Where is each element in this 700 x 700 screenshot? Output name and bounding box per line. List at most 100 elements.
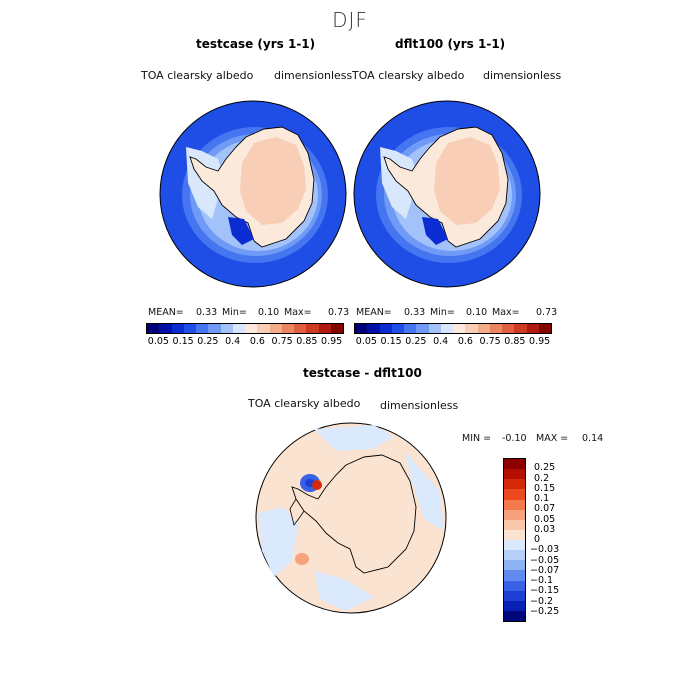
diff-colorbar-swatch bbox=[504, 519, 525, 530]
panel-1-map bbox=[159, 100, 347, 288]
colorbar-tick-label: 0.15 bbox=[380, 336, 402, 347]
colorbar-tick-label: 0.75 bbox=[271, 336, 293, 347]
diff-colorbar-tick-label: −0.03 bbox=[530, 544, 560, 556]
diff-colorbar-swatch bbox=[504, 590, 525, 601]
colorbar-swatch bbox=[404, 324, 417, 333]
diff-colorbar-tick-label: −0.1 bbox=[530, 575, 554, 586]
colorbar-swatch bbox=[526, 324, 539, 333]
colorbar-tick-label: 0.4 bbox=[433, 336, 449, 347]
colorbar-swatch bbox=[245, 324, 258, 333]
diff-max-label: MAX = bbox=[536, 433, 569, 444]
colorbar-swatch bbox=[465, 324, 478, 333]
colorbar-swatch bbox=[294, 324, 307, 333]
diff-colorbar-swatch bbox=[504, 489, 525, 500]
diff-negative-patch-bottom bbox=[314, 571, 374, 611]
diff-negative-patch-top bbox=[314, 425, 394, 451]
ice-shelf-ross bbox=[228, 217, 254, 245]
diff-colorbar-swatch bbox=[504, 529, 525, 540]
colorbar-swatch bbox=[428, 324, 441, 333]
panel-2-variable: TOA clearsky albedo bbox=[352, 69, 465, 82]
interior-plateau bbox=[434, 137, 500, 225]
panel-1-colorbar-ticks: 0.05 0.15 0.25 0.4 0.6 0.75 0.85 0.95 bbox=[146, 336, 344, 348]
diff-negative-patch-left bbox=[258, 507, 298, 577]
diff-minmax: MIN = -0.10 MAX = 0.14 bbox=[462, 433, 612, 445]
diff-colorbar-tick-label: 0.03 bbox=[534, 523, 556, 535]
colorbar-swatch bbox=[183, 324, 196, 333]
diff-colorbar-swatch bbox=[504, 610, 525, 621]
diff-colorbar-swatch bbox=[504, 479, 525, 490]
ice-shelf-ross bbox=[422, 217, 448, 245]
colorbar-swatch bbox=[477, 324, 490, 333]
colorbar-swatch bbox=[232, 324, 245, 333]
colorbar-swatch bbox=[440, 324, 453, 333]
colorbar-swatch bbox=[416, 324, 429, 333]
diff-colorbar-swatch bbox=[504, 580, 525, 591]
antarctica-outline bbox=[291, 454, 417, 574]
colorbar-swatch bbox=[453, 324, 466, 333]
colorbar-swatch bbox=[502, 324, 515, 333]
diff-colorbar bbox=[503, 458, 526, 622]
colorbar-swatch bbox=[367, 324, 380, 333]
colorbar-tick-label: 0.25 bbox=[405, 336, 427, 347]
diff-colorbar-swatch bbox=[504, 550, 525, 561]
colorbar-tick-label: 0.6 bbox=[249, 336, 265, 347]
panel-2-title: dflt100 (yrs 1-1) bbox=[395, 37, 506, 51]
colorbar-swatch bbox=[514, 324, 527, 333]
diff-colorbar-tick-label: 0.05 bbox=[534, 513, 556, 525]
diff-title: testcase - dflt100 bbox=[303, 366, 422, 380]
panel-2-mean-value: 0.33 bbox=[404, 307, 426, 318]
diff-colorbar-swatch bbox=[504, 509, 525, 520]
panel-1-units: dimensionless bbox=[274, 69, 353, 82]
panel-2-units: dimensionless bbox=[483, 69, 562, 82]
panel-2-colorbar bbox=[354, 323, 552, 334]
diff-colorbar-swatch bbox=[504, 459, 525, 470]
peninsula-outline bbox=[289, 498, 305, 526]
colorbar-tick-label: 0.95 bbox=[321, 336, 343, 347]
colorbar-swatch bbox=[281, 324, 294, 333]
colorbar-swatch bbox=[330, 324, 343, 333]
panel-1-variable: TOA clearsky albedo bbox=[141, 69, 254, 82]
diff-colorbar-tick-label: −0.2 bbox=[530, 595, 554, 607]
diff-colorbar-swatch bbox=[504, 600, 525, 611]
colorbar-tick-label: 0.4 bbox=[225, 336, 241, 347]
colorbar-swatch bbox=[269, 324, 282, 333]
colorbar-tick-label: 0.6 bbox=[457, 336, 473, 347]
colorbar-swatch bbox=[379, 324, 392, 333]
diff-colorbar-tick-label: 0 bbox=[534, 534, 541, 545]
panel-1-mean-label: MEAN= bbox=[148, 307, 184, 318]
colorbar-swatch bbox=[355, 324, 368, 333]
panel-1-stats: MEAN= 0.33 Min= 0.10 Max= 0.73 bbox=[148, 307, 358, 319]
panel-1-max-label: Max= bbox=[284, 307, 312, 318]
diff-colorbar-tick-label: −0.15 bbox=[530, 585, 560, 597]
colorbar-swatch bbox=[220, 324, 233, 333]
panel-2-min-value: 0.10 bbox=[466, 307, 488, 318]
diff-background bbox=[255, 422, 447, 614]
panel-1-max-value: 0.73 bbox=[328, 307, 350, 318]
diff-colorbar-ticks: 0.25 0.2 0.15 0.1 0.07 0.05 0.03 0 −0.03 −0.05 −0.… bbox=[530, 458, 590, 622]
diff-colorbar-tick-label: −0.25 bbox=[530, 605, 560, 617]
diff-colorbar-tick-label: −0.07 bbox=[530, 564, 560, 576]
diff-colorbar-tick-label: −0.05 bbox=[530, 554, 560, 566]
colorbar-swatch bbox=[208, 324, 221, 333]
panel-2-mean-label: MEAN= bbox=[356, 307, 392, 318]
panel-1-min-label: Min= bbox=[222, 307, 247, 318]
panel-2-max-label: Max= bbox=[492, 307, 520, 318]
colorbar-swatch bbox=[147, 324, 160, 333]
colorbar-swatch bbox=[257, 324, 270, 333]
diff-colorbar-tick-label: 0.07 bbox=[534, 503, 556, 515]
colorbar-swatch bbox=[306, 324, 319, 333]
colorbar-tick-label: 0.85 bbox=[504, 336, 526, 347]
panel-1-title: testcase (yrs 1-1) bbox=[196, 37, 316, 51]
colorbar-tick-label: 0.05 bbox=[355, 336, 377, 347]
panel-1-mean-value: 0.33 bbox=[196, 307, 218, 318]
diff-map bbox=[255, 422, 447, 614]
colorbar-swatch bbox=[538, 324, 551, 333]
diff-negative-patch-right bbox=[404, 451, 444, 531]
panel-2-stats: MEAN= 0.33 Min= 0.10 Max= 0.73 bbox=[356, 307, 566, 319]
panel-2-map bbox=[353, 100, 541, 288]
panel-2-colorbar-ticks: 0.05 0.15 0.25 0.4 0.6 0.75 0.85 0.95 bbox=[354, 336, 552, 348]
diff-max-value: 0.14 bbox=[582, 433, 604, 444]
diff-colorbar-tick-label: 0.15 bbox=[534, 482, 556, 494]
panel-2-max-value: 0.73 bbox=[536, 307, 558, 318]
diff-anomaly-salmon bbox=[295, 553, 309, 565]
